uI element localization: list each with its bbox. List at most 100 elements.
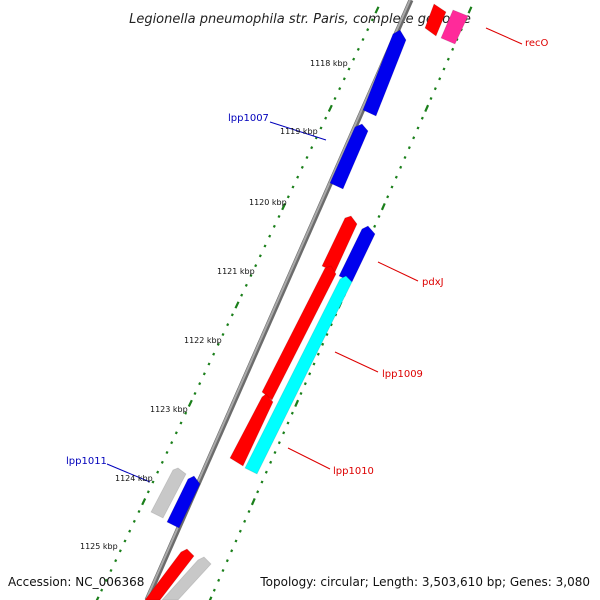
inner-tick [128, 529, 132, 533]
outer-tick [325, 332, 329, 337]
outer-tick [451, 47, 455, 51]
inner-tick [151, 480, 155, 484]
inner-tick [187, 399, 193, 407]
gene-label: pdxJ [422, 277, 444, 288]
inner-tick [281, 203, 287, 211]
gene-label: recO [525, 38, 549, 49]
outer-tick [442, 67, 446, 71]
inner-tick [374, 6, 380, 14]
inner-tick-track [95, 6, 380, 600]
leader-line [269, 121, 327, 141]
inner-tick [244, 283, 248, 287]
inner-tick [258, 254, 262, 258]
outer-tick [250, 498, 256, 506]
gene-labels: recO lpp1007 pdxJ lpp1009 lpp1010 lpp1011 [66, 38, 549, 477]
inner-tick [286, 195, 290, 199]
gene-lpp1007 [329, 123, 369, 190]
inner-tick [234, 301, 240, 309]
kbp-label: 1118 kbp [310, 59, 348, 68]
inner-tick [179, 421, 183, 425]
outer-tick [230, 549, 234, 553]
inner-tick [263, 244, 267, 248]
inner-tick [296, 175, 300, 179]
inner-tick [366, 28, 370, 32]
outer-tick [273, 450, 277, 455]
outer-tick [286, 421, 290, 425]
outer-tick [221, 568, 225, 573]
inner-tick [184, 411, 188, 415]
inner-tick [193, 391, 197, 396]
outer-tick [399, 165, 403, 169]
inner-tick [114, 559, 118, 563]
inner-tick [230, 313, 234, 317]
inner-tick [268, 234, 272, 238]
gene-label: lpp1011 [66, 456, 107, 467]
inner-tick [272, 224, 276, 228]
outer-tick [238, 529, 242, 533]
gene-label: lpp1007 [228, 113, 269, 124]
inner-tick [342, 77, 346, 81]
inner-tick [352, 57, 356, 61]
leader-line [485, 27, 523, 45]
kbp-label: 1123 kbp [150, 405, 188, 414]
outer-tick [225, 559, 229, 563]
inner-tick [324, 116, 328, 120]
inner-tick [319, 126, 323, 130]
outer-tick [264, 470, 268, 474]
inner-tick [327, 104, 333, 112]
inner-tick [291, 185, 295, 189]
gene-lpp1011-gray [150, 467, 187, 519]
kbp-label: 1119 kbp [280, 127, 318, 136]
outer-tick [403, 155, 407, 160]
inner-tick [146, 490, 150, 494]
inner-tick [212, 352, 216, 356]
inner-tick [123, 539, 127, 543]
leader-line [287, 447, 331, 470]
outer-tick [316, 352, 320, 356]
outer-tick [373, 224, 377, 228]
gene-lpp1006 [362, 29, 407, 117]
outer-tick [299, 391, 303, 396]
inner-tick [137, 509, 141, 514]
outer-tick [416, 126, 420, 130]
outer-tick [433, 87, 437, 91]
gene-gray-bottom [161, 556, 212, 600]
gene-lpp1010 [229, 393, 274, 467]
topology-text: Topology: circular; Length: 3,503,610 bp… [259, 575, 590, 589]
inner-tick [300, 165, 304, 169]
gene-lpp1009 [244, 275, 353, 475]
inner-tick [333, 96, 337, 101]
inner-tick [356, 47, 360, 51]
gene-red-bottom [144, 548, 195, 600]
inner-tick [198, 382, 202, 386]
inner-tick [160, 460, 164, 464]
gene-reco-red [424, 3, 447, 37]
outer-tick [308, 372, 312, 376]
inner-tick [170, 441, 174, 445]
kbp-label: 1121 kbp [217, 267, 255, 276]
outer-tick [269, 460, 273, 464]
inner-tick [240, 293, 244, 297]
gene-label: lpp1010 [333, 466, 374, 477]
outer-tick [217, 578, 221, 582]
inner-tick [254, 264, 258, 268]
inner-tick [347, 67, 351, 71]
outer-tick [446, 57, 450, 61]
inner-tick [202, 372, 206, 376]
outer-tick [260, 480, 264, 484]
outer-tick [420, 116, 424, 120]
inner-tick [221, 332, 225, 337]
outer-tick [277, 441, 281, 445]
outer-tick [390, 185, 394, 189]
inner-tick [109, 568, 113, 573]
inner-tick [118, 549, 122, 553]
outer-tick [380, 203, 386, 211]
inner-tick [141, 498, 147, 506]
inner-tick [216, 342, 220, 346]
leader-line [106, 463, 151, 483]
label-leader-lines [106, 27, 523, 483]
inner-tick [100, 588, 104, 592]
outer-tick [234, 539, 238, 543]
outer-tick [312, 362, 316, 366]
